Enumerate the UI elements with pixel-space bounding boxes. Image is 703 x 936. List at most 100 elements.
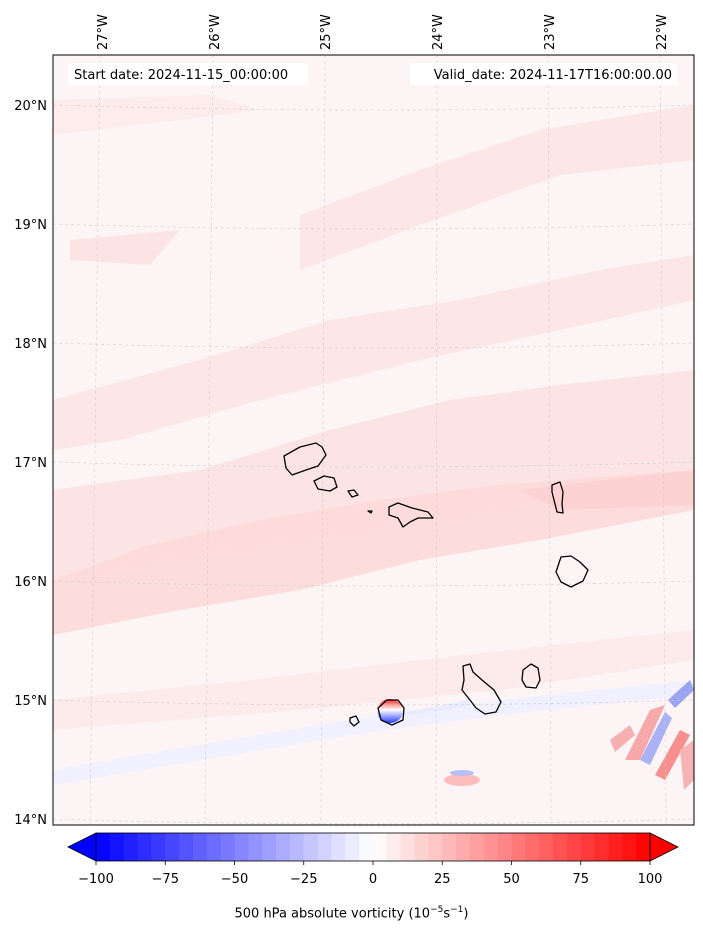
start-date-label: Start date: 2024-11-15_00:00:00 xyxy=(74,68,288,83)
sao-vicente-coastline xyxy=(313,475,338,492)
colorbar-ticks: −100 −75 −50 −25 0 25 50 75 100 xyxy=(78,861,662,887)
colorbar-segment xyxy=(317,833,333,861)
southeast-disturbance xyxy=(610,680,694,790)
santa-luzia-coastline xyxy=(347,489,359,498)
lat-gridline xyxy=(53,580,694,587)
lat-tick-label: 19°N xyxy=(14,218,47,233)
colorbar-segment xyxy=(511,833,526,861)
colorbar-segment xyxy=(373,833,388,861)
colorbar-segment xyxy=(165,833,180,861)
colorbar-segment xyxy=(303,833,319,861)
colorbar-segment xyxy=(151,833,166,861)
colorbar-segment xyxy=(608,833,623,861)
wake-streak xyxy=(404,700,470,716)
colorbar-segment xyxy=(525,833,540,861)
fogo-coastline xyxy=(377,699,405,726)
colorbar-tick-label: 100 xyxy=(638,872,663,887)
colorbar-segment xyxy=(192,833,208,861)
valid-date-label: Valid_date: 2024-11-17T16:00:00.00 xyxy=(434,68,672,83)
colorbar-tick-label: 25 xyxy=(434,872,451,887)
colorbar-segment xyxy=(400,833,416,861)
colorbar-segments xyxy=(96,833,651,861)
colorbar-segment xyxy=(566,833,582,861)
colorbar-segment xyxy=(442,833,457,861)
blue-patch-south xyxy=(450,770,474,776)
colorbar-segment xyxy=(234,833,249,861)
colorbar-segment xyxy=(345,833,360,861)
sao-nicolau-coastline xyxy=(388,502,434,528)
colorbar-segment xyxy=(594,833,610,861)
colorbar-segment xyxy=(331,833,346,861)
colorbar-segment xyxy=(109,833,125,861)
start-date-box xyxy=(68,63,308,85)
santo-antao-coastline xyxy=(283,442,327,476)
colorbar-segment xyxy=(414,833,429,861)
colorbar-segment xyxy=(179,833,194,861)
lon-gridline xyxy=(320,55,326,825)
colorbar-segment xyxy=(580,833,596,861)
lon-gridline xyxy=(547,55,552,825)
colorbar-segment xyxy=(123,833,139,861)
lat-tick-label: 15°N xyxy=(14,694,47,709)
lat-tick-label: 17°N xyxy=(14,456,47,471)
pink-band-main xyxy=(53,470,694,635)
lon-gridline xyxy=(204,55,214,825)
lon-tick-label: 25°W xyxy=(319,14,334,50)
colorbar: −100 −75 −50 −25 0 25 50 75 100 xyxy=(67,832,679,887)
colorbar-segment xyxy=(622,833,637,861)
colorbar-segment xyxy=(206,833,222,861)
lat-gridline xyxy=(53,461,694,468)
lat-gridline xyxy=(53,818,694,825)
colorbar-tick-label: −75 xyxy=(152,872,179,887)
vorticity-field xyxy=(53,95,694,790)
lat-tick-label: 18°N xyxy=(14,337,47,352)
lon-gridline xyxy=(659,55,667,825)
pink-band-central xyxy=(53,370,694,580)
colorbar-segment xyxy=(497,833,513,861)
pink-band-south xyxy=(53,630,694,730)
colorbar-segment xyxy=(539,833,554,861)
lon-tick-label: 27°W xyxy=(96,14,111,50)
longitude-tick-labels: 27°W 26°W 25°W 24°W 23°W 22°W xyxy=(96,14,670,50)
lat-gridline xyxy=(53,342,694,349)
colorbar-segment xyxy=(96,833,111,861)
lon-gridline xyxy=(435,55,438,825)
colorbar-tick-label: −25 xyxy=(290,872,317,887)
colorbar-title: 500 hPa absolute vorticity (10−5s−1) xyxy=(234,905,469,922)
lon-tick-label: 24°W xyxy=(431,14,446,50)
pink-band-north xyxy=(300,105,694,270)
lat-gridline xyxy=(53,104,694,111)
blue-band-south xyxy=(53,680,694,785)
colorbar-segment xyxy=(553,833,568,861)
colorbar-segment xyxy=(276,833,291,861)
lat-tick-label: 14°N xyxy=(14,813,47,828)
colorbar-segment xyxy=(262,833,277,861)
boa-vista-coastline xyxy=(555,555,589,588)
plot-frame xyxy=(52,54,695,826)
colorbar-segment xyxy=(469,833,485,861)
colorbar-segment xyxy=(137,833,152,861)
colorbar-tick-label: 75 xyxy=(572,872,589,887)
branco-coastline xyxy=(367,510,373,514)
colorbar-tick-label: 50 xyxy=(503,872,520,887)
sal-coastline xyxy=(551,481,564,514)
colorbar-segment xyxy=(289,833,305,861)
colorbar-extend-max xyxy=(649,832,679,862)
colorbar-tick-label: −100 xyxy=(78,872,114,887)
santiago-coastline xyxy=(461,663,502,715)
valid-date-box xyxy=(410,63,677,85)
colorbar-segment xyxy=(248,833,263,861)
coastlines xyxy=(283,442,589,727)
pink-band-northwest xyxy=(70,230,180,265)
lon-gridline xyxy=(89,55,101,825)
pink-band-upper-middle xyxy=(53,255,694,450)
gridlines xyxy=(53,55,694,825)
lon-tick-label: 26°W xyxy=(208,14,223,50)
colorbar-segment xyxy=(483,833,499,861)
colorbar-segment xyxy=(428,833,443,861)
brava-coastline xyxy=(349,715,360,727)
colorbar-segment xyxy=(456,833,471,861)
latitude-tick-labels: 20°N 19°N 18°N 17°N 16°N 15°N 14°N xyxy=(14,99,47,828)
maio-coastline xyxy=(521,663,541,689)
